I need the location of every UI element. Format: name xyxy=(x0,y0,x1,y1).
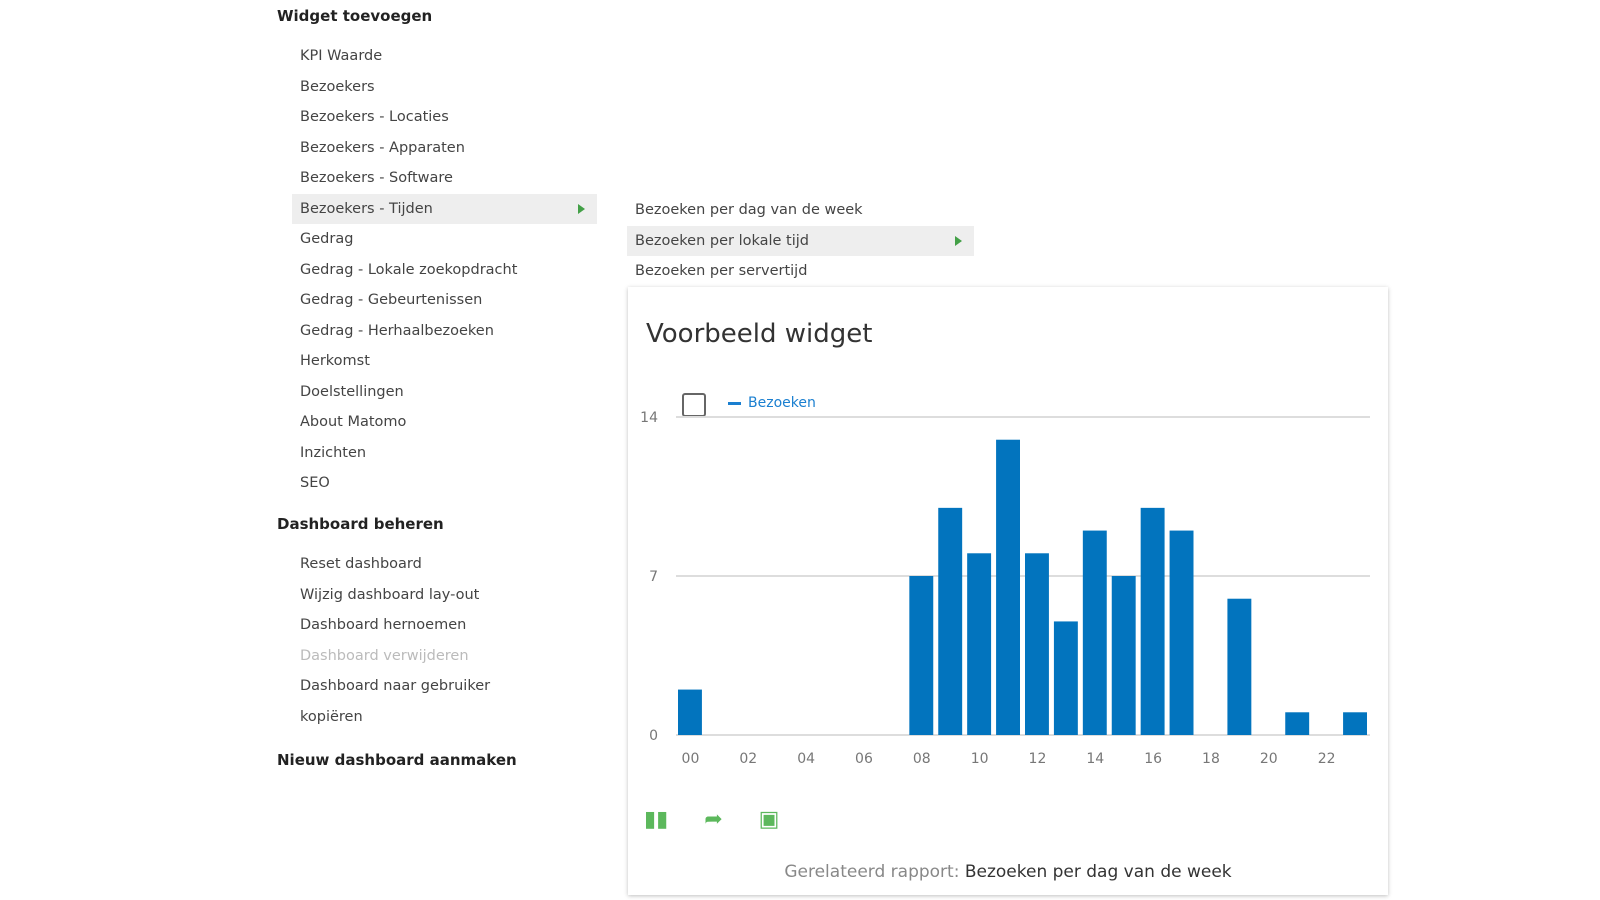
widget_menu-item[interactable]: Gedrag - Gebeurtenissen xyxy=(300,292,483,308)
bar xyxy=(938,507,963,735)
chevron-right-icon xyxy=(578,203,585,214)
x-tick-label: 08 xyxy=(913,751,931,767)
bar xyxy=(1343,712,1367,735)
widget-preview: Voorbeeld widget Bezoeken 0 7 14 00 02 04 06 08… xyxy=(628,287,1388,895)
bar xyxy=(1227,598,1252,735)
manage-menu: Reset dashboard Wijzig dashboard lay-out D… xyxy=(292,549,597,732)
x-tick-label: 20 xyxy=(1260,751,1278,767)
x-tick-label: 06 xyxy=(855,751,873,767)
legend-item[interactable]: Bezoeken xyxy=(728,395,816,411)
related-report-link[interactable]: Bezoeken per dag van de week xyxy=(964,862,1232,882)
bar xyxy=(1025,553,1049,735)
y-tick-label: 0 xyxy=(649,728,658,744)
submenu-item[interactable]: Bezoeken per dag van de week xyxy=(635,202,863,218)
related-label: Gerelateerd rapport: xyxy=(784,862,960,882)
widget_menu-item[interactable]: About Matomo xyxy=(300,414,407,430)
widget_menu-item[interactable]: Gedrag - Lokale zoekopdracht xyxy=(300,261,518,278)
widget_menu-item[interactable]: Bezoekers xyxy=(300,78,375,95)
widget-menu: KPI Waarde Bezoekers Bezoekers - Locaties B… xyxy=(292,41,597,499)
manage_menu-item[interactable]: Dashboard naar gebruiker xyxy=(300,678,491,694)
widget_menu-item[interactable]: Doelstellingen xyxy=(300,383,404,400)
bar xyxy=(678,689,702,735)
widget_menu-item[interactable]: Inzichten xyxy=(300,444,367,461)
widget_menu-item[interactable]: Bezoekers - Apparaten xyxy=(300,139,465,156)
manage_menu-item[interactable]: Dashboard hernoemen xyxy=(300,617,467,633)
widget_menu-item[interactable]: Gedrag - Herhaalbezoeken xyxy=(300,322,494,339)
bar xyxy=(967,553,992,735)
y-tick-label: 7 xyxy=(649,569,658,585)
x-tick-label: 12 xyxy=(1029,751,1047,767)
bar xyxy=(1053,621,1078,735)
section-add-widget: Widget toevoegen xyxy=(277,7,433,25)
x-tick-label: 18 xyxy=(1202,751,1220,767)
x-tick-label: 02 xyxy=(739,751,757,767)
widget-title: Voorbeeld widget xyxy=(646,319,873,349)
manage_menu-item[interactable]: kopiëren xyxy=(300,708,363,725)
item-label: Bezoeken per lokale tijd xyxy=(635,232,809,249)
manage_menu-item[interactable]: Reset dashboard xyxy=(300,556,422,572)
widget_menu-item[interactable]: SEO xyxy=(300,475,330,491)
widget_menu-item[interactable]: Bezoekers - Software xyxy=(300,170,453,186)
image-icon[interactable]: ▣ xyxy=(758,807,780,832)
bar xyxy=(909,576,934,735)
widget_menu-item[interactable]: KPI Waarde xyxy=(300,48,383,64)
bar xyxy=(1140,507,1165,735)
submenu: Bezoeken per dag van de week Bezoeken per… xyxy=(627,195,974,287)
section-manage-dashboard: Dashboard beheren xyxy=(277,515,444,533)
export-icon[interactable]: ➦ xyxy=(704,807,723,832)
widget_menu-item[interactable]: Bezoekers - Locaties xyxy=(300,109,449,125)
bar xyxy=(1111,576,1136,735)
x-tick-label: 10 xyxy=(971,751,989,767)
bar xyxy=(1082,530,1107,735)
submenu-item[interactable]: Bezoeken per lokale tijd xyxy=(627,225,974,256)
bar-chart-icon[interactable]: ▮▮ xyxy=(644,807,669,832)
bar-chart: 0 7 14 00 02 04 06 08 10 12 14 16 18 20 22 xyxy=(640,410,1370,767)
x-tick-label: 22 xyxy=(1318,751,1336,767)
related-report: Gerelateerd rapport: Bezoeken per dag va… xyxy=(628,862,1388,882)
bar xyxy=(996,439,1020,735)
create-new-dashboard[interactable]: Nieuw dashboard aanmaken xyxy=(277,751,517,769)
manage_menu-item[interactable]: Wijzig dashboard lay-out xyxy=(300,586,480,603)
widget_menu-item[interactable]: Bezoekers - Tijden xyxy=(292,193,597,224)
item-label: Bezoekers - Tijden xyxy=(300,200,433,217)
chevron-right-icon xyxy=(955,235,962,246)
x-tick-label: 16 xyxy=(1144,751,1162,767)
y-tick-label: 14 xyxy=(640,410,658,426)
x-tick-label: 04 xyxy=(797,751,815,767)
submenu-item[interactable]: Bezoeken per servertijd xyxy=(635,263,808,279)
legend-label: Bezoeken xyxy=(748,395,816,411)
bar xyxy=(1169,530,1194,735)
widget_menu-item[interactable]: Herkomst xyxy=(300,353,370,369)
x-tick-label: 14 xyxy=(1086,751,1104,767)
bar xyxy=(1285,712,1310,735)
manage_menu-item[interactable]: Dashboard verwijderen xyxy=(300,647,469,664)
widget_menu-item[interactable]: Gedrag xyxy=(300,231,354,247)
x-tick-label: 00 xyxy=(682,751,700,767)
